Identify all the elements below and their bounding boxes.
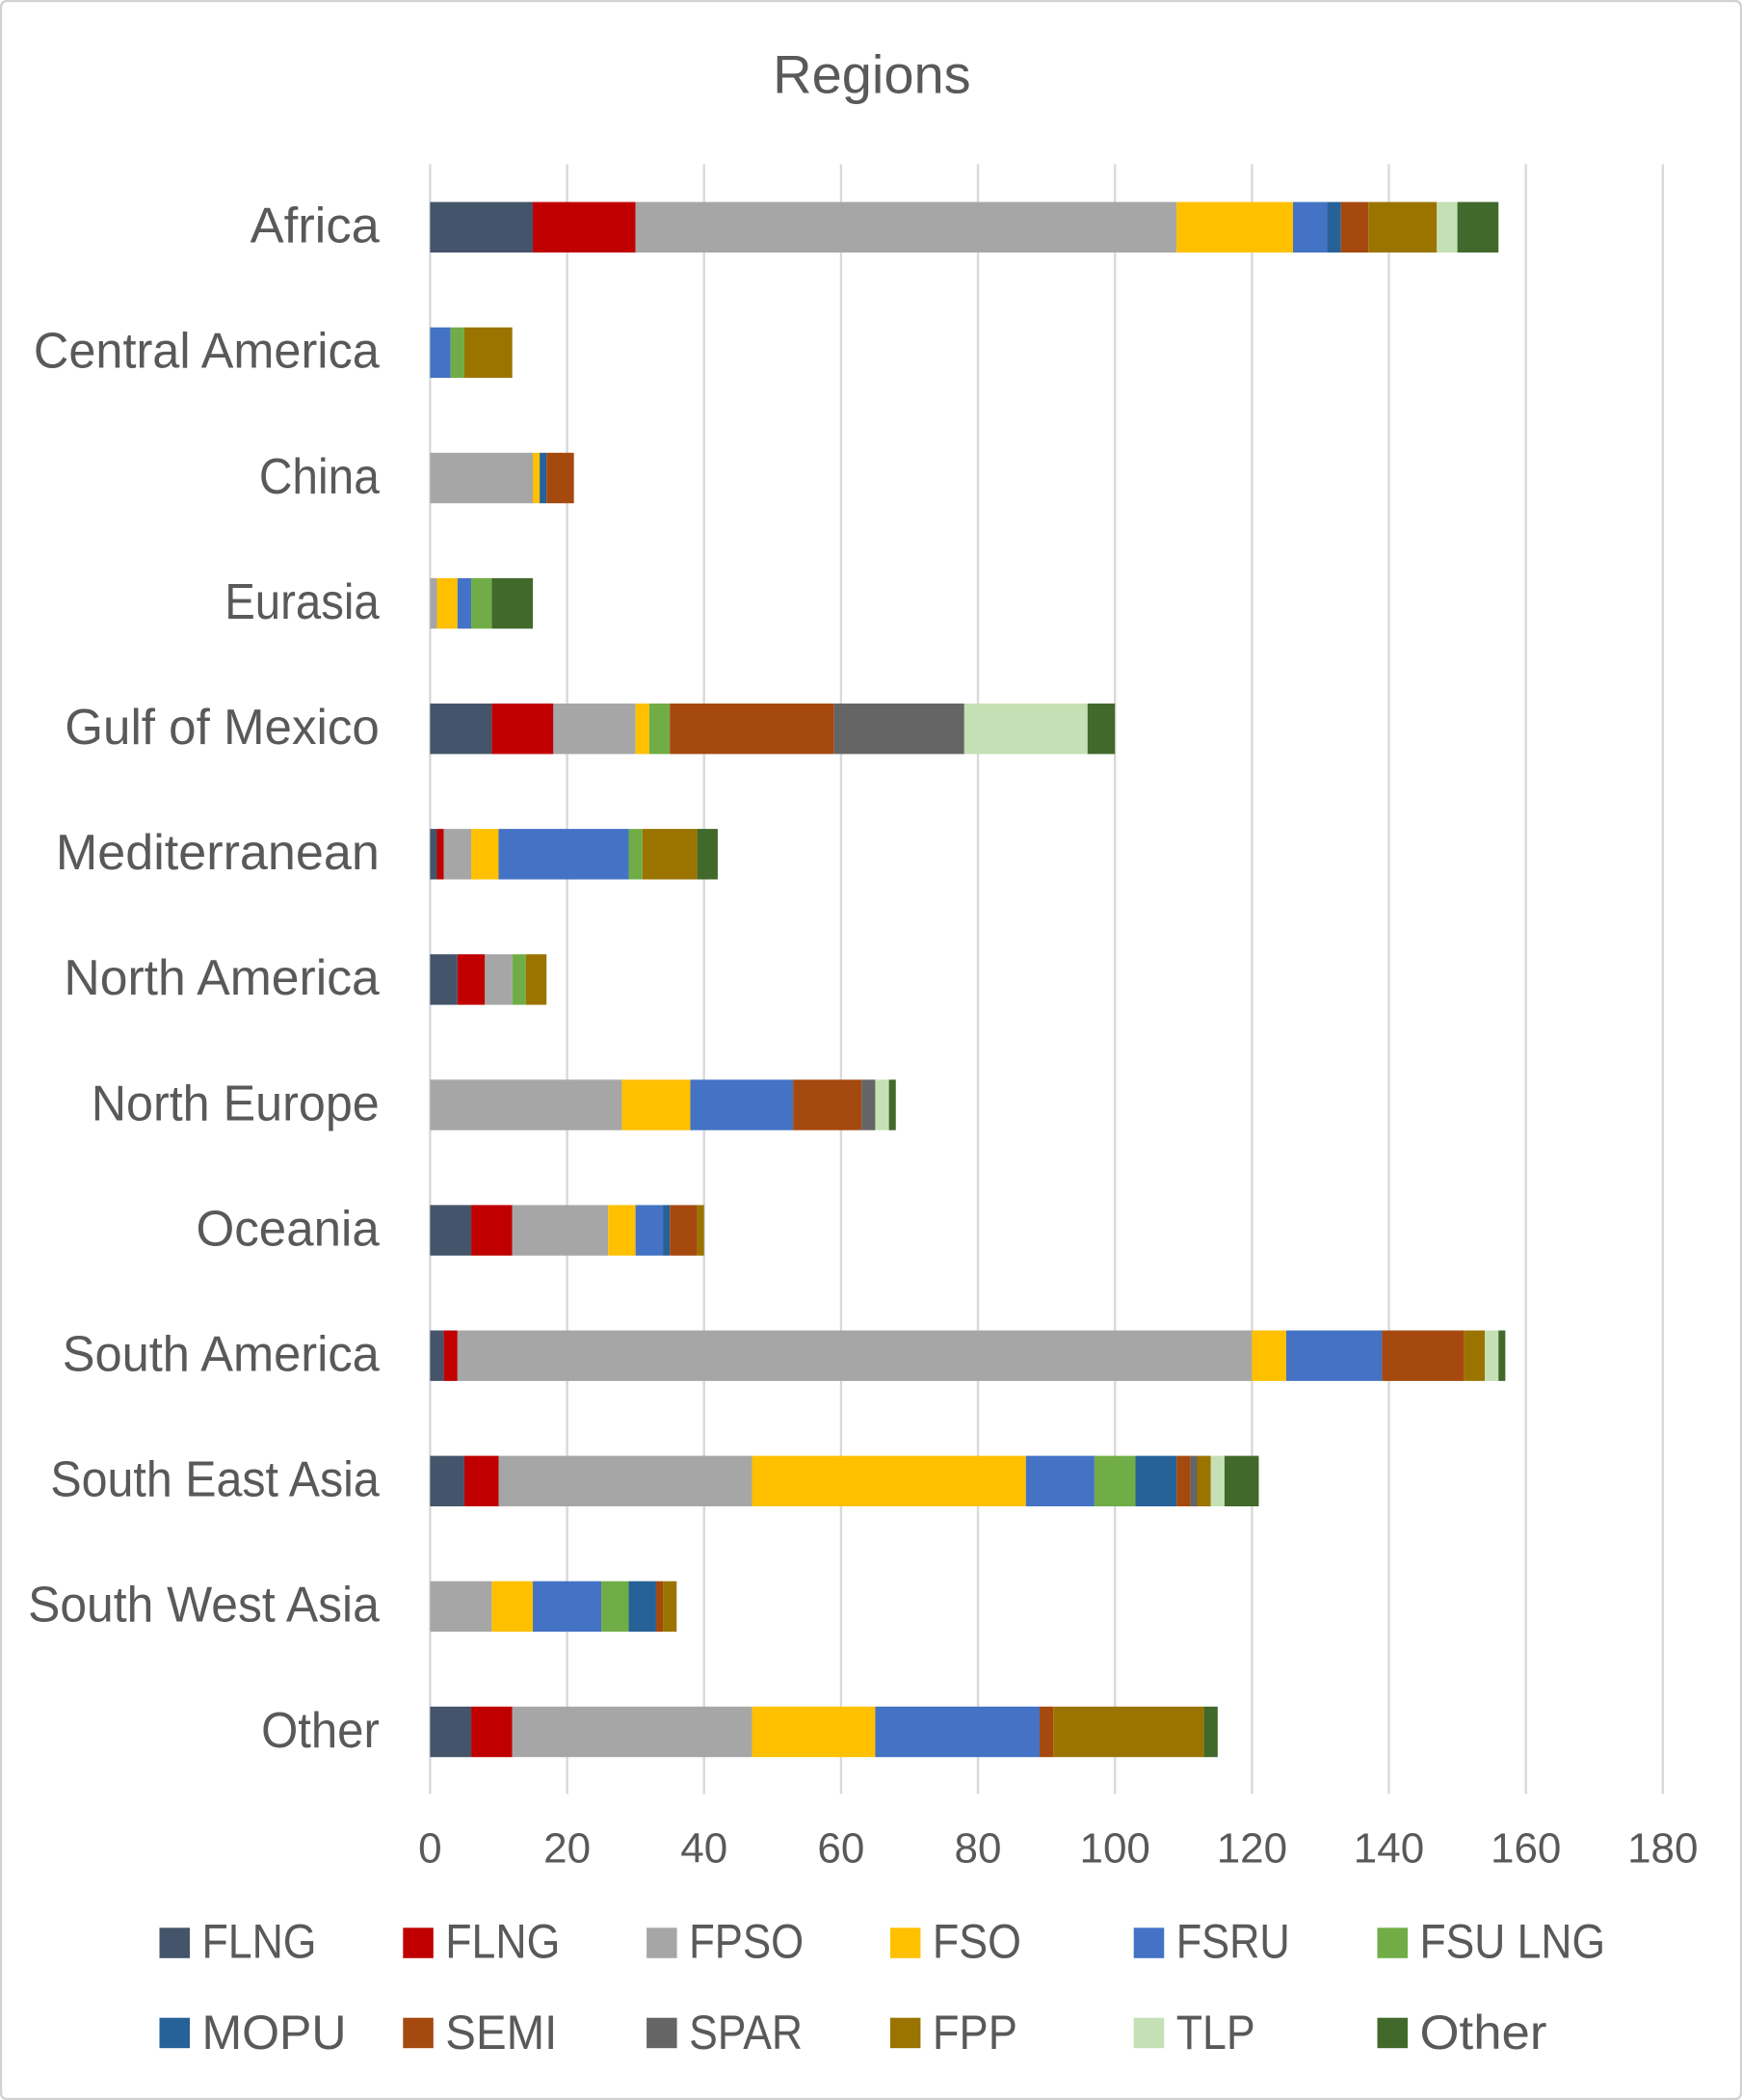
svg-text:Mediterranean: Mediterranean <box>56 824 380 880</box>
svg-text:SPAR: SPAR <box>689 2005 803 2060</box>
svg-text:0: 0 <box>418 1825 441 1873</box>
svg-text:Eurasia: Eurasia <box>224 573 380 629</box>
svg-text:FLNG: FLNG <box>202 1914 317 1969</box>
svg-text:Regions: Regions <box>773 45 971 105</box>
svg-text:FPSO: FPSO <box>689 1914 804 1969</box>
svg-text:Central America: Central America <box>34 323 380 379</box>
svg-text:China: China <box>259 448 380 504</box>
svg-text:Other: Other <box>261 1702 380 1758</box>
svg-text:FSRU: FSRU <box>1176 1914 1290 1969</box>
svg-text:FPP: FPP <box>933 2005 1017 2060</box>
svg-text:MOPU: MOPU <box>202 2005 347 2060</box>
svg-text:FSU LNG: FSU LNG <box>1420 1914 1606 1969</box>
svg-text:South West Asia: South West Asia <box>28 1577 380 1633</box>
svg-text:North America: North America <box>64 949 380 1005</box>
svg-text:100: 100 <box>1079 1825 1149 1873</box>
svg-text:180: 180 <box>1627 1825 1698 1873</box>
svg-text:South East Asia: South East Asia <box>50 1451 380 1507</box>
svg-text:Africa: Africa <box>251 198 380 253</box>
svg-text:60: 60 <box>817 1825 864 1873</box>
svg-text:South America: South America <box>63 1326 380 1382</box>
svg-text:SEMI: SEMI <box>445 2005 557 2060</box>
svg-text:North Europe: North Europe <box>92 1075 380 1130</box>
svg-text:TLP: TLP <box>1176 2005 1255 2060</box>
svg-text:40: 40 <box>680 1825 727 1873</box>
svg-text:140: 140 <box>1354 1825 1424 1873</box>
svg-text:FLNG: FLNG <box>445 1914 560 1969</box>
svg-text:Gulf of Mexico: Gulf of Mexico <box>65 699 380 755</box>
svg-text:Oceania: Oceania <box>197 1200 381 1256</box>
svg-text:80: 80 <box>955 1825 1002 1873</box>
svg-text:Other: Other <box>1420 2005 1547 2060</box>
svg-text:20: 20 <box>543 1825 591 1873</box>
svg-text:FSO: FSO <box>933 1914 1021 1969</box>
svg-text:160: 160 <box>1491 1825 1561 1873</box>
svg-text:120: 120 <box>1217 1825 1287 1873</box>
